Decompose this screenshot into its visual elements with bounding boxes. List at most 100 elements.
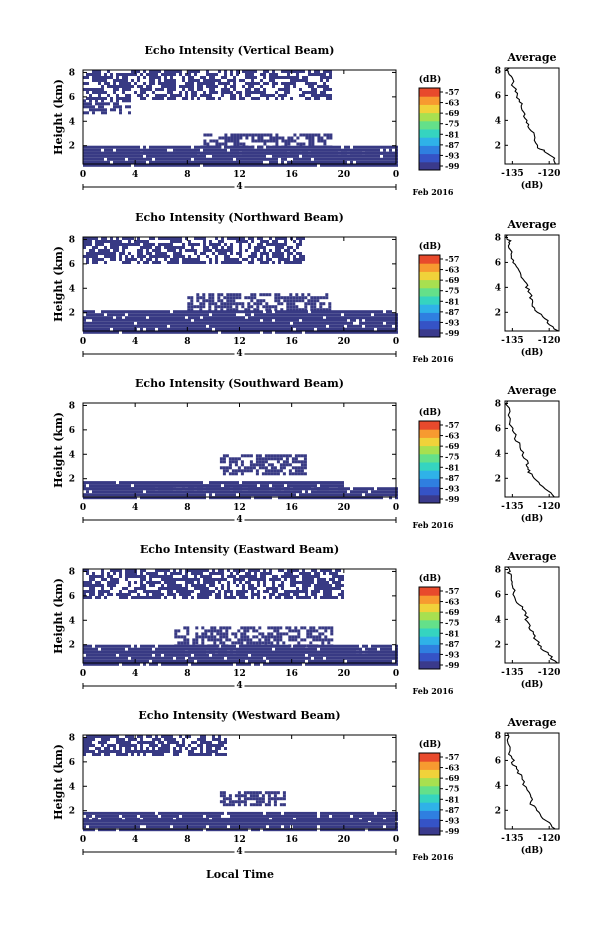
heatmap-cell [188,240,191,243]
heatmap-cell [257,653,260,657]
heatmap-cell [104,644,107,648]
heatmap-cell [312,629,316,633]
heatmap-cell [95,102,98,106]
heatmap-cell [254,487,257,491]
heatmap-cell [254,148,257,152]
heatmap-cell [197,151,200,155]
heatmap-cell [95,240,98,243]
heatmap-cell [350,644,353,648]
colorbar-segment [419,437,440,447]
heatmap-cell [275,237,278,240]
heatmap-cell [92,237,95,240]
heatmap-cell [197,318,200,322]
heatmap-cell [200,490,203,494]
heatmap-cell [179,252,182,255]
heatmap-cell [188,318,191,322]
heatmap-cell [110,575,113,578]
heatmap-cell [89,656,92,660]
heatmap-cell [95,653,98,657]
heatmap-cell [170,258,173,261]
heatmap-cell [161,252,164,255]
heatmap-cell [149,316,152,320]
heatmap-cell [101,105,104,109]
heatmap-cell [248,647,251,651]
heatmap-cell [329,313,332,317]
x-tick-label: 16 [285,170,298,180]
heatmap-cell [296,258,299,261]
heatmap-cell [107,653,110,657]
heatmap-cell [197,154,200,158]
heatmap-cell [234,632,238,636]
heatmap-cell [251,653,254,657]
heatmap-cell [269,145,272,149]
heatmap-cell [146,327,149,331]
heatmap-cell [242,133,246,137]
heatmap-cell [240,626,244,630]
heatmap-cell [237,638,241,642]
heatmap-cell [83,310,86,314]
heatmap-cell [155,662,158,666]
heatmap-cell [228,463,232,467]
heatmap-cell [272,240,275,243]
colorbar-tick-label: -57 [445,420,459,430]
heatmap-cell [275,249,278,252]
heatmap-cell [270,644,274,648]
heatmap-cell [359,148,362,152]
heatmap-cell [228,472,232,476]
heatmap-cell [299,163,302,167]
heatmap-cell [329,659,332,663]
heatmap-cell [308,154,311,158]
heatmap-cell [101,572,104,575]
heatmap-cell [137,490,140,494]
heatmap-cell [392,154,395,158]
heatmap-cell [341,154,344,158]
heatmap-cell [332,318,335,322]
heatmap-cell [371,157,374,161]
x-axis-label: Local Time [206,868,274,881]
heatmap-cell [314,324,317,328]
heatmap-cell [236,252,239,255]
heatmap-cell [95,108,98,112]
heatmap-cell [377,662,380,666]
heatmap-cell [179,154,182,158]
heatmap-cell [155,656,158,660]
heatmap-cell [329,330,332,334]
heatmap-cell [98,662,101,666]
heatmap-cell [305,163,308,167]
heatmap-cell [140,97,143,100]
heatmap-cell [318,638,322,642]
heatmap-cell [380,327,383,331]
heatmap-cell [122,644,125,648]
heatmap-cell [125,321,128,325]
heatmap-cell [374,490,377,494]
heatmap-cell [215,139,219,143]
heatmap-cell [341,493,344,497]
heatmap-cell [225,454,229,458]
y-axis-label: Height (km) [52,412,65,488]
heatmap-cell [195,641,199,645]
heatmap-cell [249,641,253,645]
heatmap-cell [260,493,263,497]
heatmap-cell [281,318,284,322]
heatmap-cell [86,148,89,152]
heatmap-cell [326,313,329,317]
heatmap-cell [272,653,275,657]
heatmap-cell [197,148,200,152]
heatmap-cell [317,85,320,88]
heatmap-cell [131,572,134,575]
heatmap-cell [131,650,134,654]
heatmap-cell [220,299,224,303]
heatmap-cell [257,647,260,651]
heatmap-cell [314,650,317,654]
heatmap-cell [362,496,365,500]
heatmap-cell [377,145,380,149]
heatmap-cell [308,148,311,152]
heatmap-cell [207,638,211,642]
heatmap-cell [95,237,98,240]
heatmap-cell [116,160,119,164]
heatmap-cell [158,318,161,322]
heatmap-cell [83,154,86,158]
heatmap-cell [223,302,227,306]
heatmap-cell [239,237,242,240]
heatmap-cell [281,327,284,331]
